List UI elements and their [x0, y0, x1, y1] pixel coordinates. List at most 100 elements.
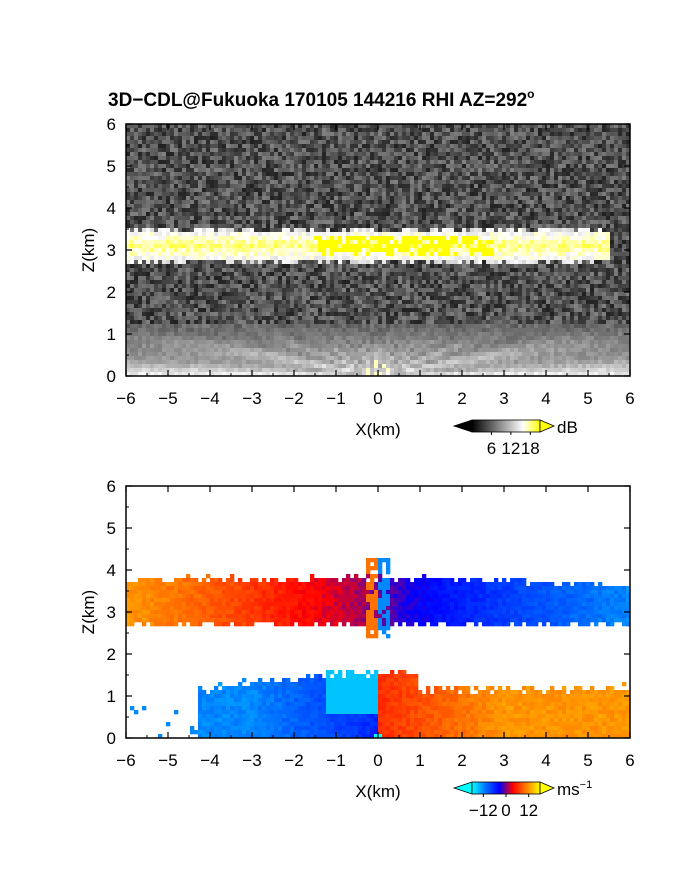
reflectivity-cell [370, 268, 375, 273]
reflectivity-cell [270, 264, 275, 269]
reflectivity-cell [206, 264, 211, 269]
reflectivity-cell [310, 252, 315, 257]
reflectivity-cell [330, 268, 335, 273]
reflectivity-cell [246, 132, 251, 137]
reflectivity-cell [558, 168, 563, 173]
reflectivity-cell [210, 276, 215, 281]
reflectivity-cell [218, 272, 223, 277]
reflectivity-cell [142, 184, 147, 189]
reflectivity-cell [142, 188, 147, 193]
reflectivity-cell [482, 156, 487, 161]
reflectivity-cell [426, 268, 431, 273]
reflectivity-cell [242, 144, 247, 149]
reflectivity-cell [146, 236, 151, 241]
reflectivity-cell [186, 160, 191, 165]
reflectivity-cell [146, 252, 151, 257]
reflectivity-cell [426, 200, 431, 205]
reflectivity-cell [430, 128, 435, 133]
reflectivity-cell [454, 192, 459, 197]
reflectivity-cell [358, 188, 363, 193]
reflectivity-cell [394, 228, 399, 233]
reflectivity-cell [438, 268, 443, 273]
reflectivity-cell [326, 264, 331, 269]
reflectivity-cell [566, 244, 571, 249]
reflectivity-cell [558, 208, 563, 213]
reflectivity-cell [526, 200, 531, 205]
reflectivity-cell [310, 228, 315, 233]
reflectivity-cell [370, 156, 375, 161]
reflectivity-cell [290, 212, 295, 217]
reflectivity-cell [374, 216, 379, 221]
reflectivity-cell [458, 276, 463, 281]
reflectivity-cell [234, 212, 239, 217]
reflectivity-cell [298, 140, 303, 145]
reflectivity-cell [170, 272, 175, 277]
reflectivity-cell [526, 160, 531, 165]
reflectivity-cell [518, 160, 523, 165]
reflectivity-cell [558, 220, 563, 225]
reflectivity-cell [522, 156, 527, 161]
reflectivity-cell [318, 248, 323, 253]
reflectivity-cell [182, 148, 187, 153]
reflectivity-cell [566, 228, 571, 233]
reflectivity-cell [230, 212, 235, 217]
reflectivity-cell [266, 136, 271, 141]
reflectivity-cell [186, 144, 191, 149]
reflectivity-cell [526, 196, 531, 201]
reflectivity-cell [274, 180, 279, 185]
reflectivity-cell [618, 220, 623, 225]
reflectivity-cell [294, 124, 299, 129]
reflectivity-cell [322, 192, 327, 197]
reflectivity-cell [554, 196, 559, 201]
reflectivity-cell [286, 180, 291, 185]
reflectivity-cell [178, 276, 183, 281]
reflectivity-cell [530, 148, 535, 153]
reflectivity-cell [238, 248, 243, 253]
reflectivity-cell [262, 240, 267, 245]
reflectivity-cell [230, 280, 235, 285]
reflectivity-cell [138, 220, 143, 225]
reflectivity-cell [246, 128, 251, 133]
reflectivity-cell [542, 252, 547, 257]
reflectivity-cell [258, 248, 263, 253]
reflectivity-cell [294, 140, 299, 145]
reflectivity-cell [402, 208, 407, 213]
reflectivity-cell [290, 252, 295, 257]
reflectivity-cell [402, 188, 407, 193]
reflectivity-cell [366, 160, 371, 165]
reflectivity-cell [286, 196, 291, 201]
reflectivity-cell [246, 240, 251, 245]
reflectivity-cell [602, 260, 607, 265]
reflectivity-cell [526, 224, 531, 229]
reflectivity-cell [298, 180, 303, 185]
reflectivity-cell [134, 212, 139, 217]
reflectivity-cell [462, 180, 467, 185]
reflectivity-cell [378, 208, 383, 213]
reflectivity-cell [370, 240, 375, 245]
reflectivity-cell [234, 228, 239, 233]
reflectivity-cell [606, 264, 611, 269]
reflectivity-cell [146, 204, 151, 209]
reflectivity-cell [622, 216, 627, 221]
reflectivity-cell [138, 224, 143, 229]
reflectivity-cell [362, 172, 367, 177]
reflectivity-cell [206, 192, 211, 197]
reflectivity-cell [214, 268, 219, 273]
reflectivity-cell [470, 196, 475, 201]
reflectivity-cell [506, 160, 511, 165]
reflectivity-cell [558, 124, 563, 129]
reflectivity-cell [258, 220, 263, 225]
reflectivity-cell [378, 200, 383, 205]
reflectivity-cell [138, 172, 143, 177]
reflectivity-cell [606, 176, 611, 181]
reflectivity-cell [450, 276, 455, 281]
reflectivity-cell [354, 168, 359, 173]
reflectivity-cell [134, 272, 139, 277]
reflectivity-cell [542, 184, 547, 189]
reflectivity-cell [614, 140, 619, 145]
reflectivity-cell [130, 240, 135, 245]
reflectivity-cell [194, 208, 199, 213]
reflectivity-cell [210, 256, 215, 261]
reflectivity-cell [618, 152, 623, 157]
reflectivity-cell [610, 152, 615, 157]
